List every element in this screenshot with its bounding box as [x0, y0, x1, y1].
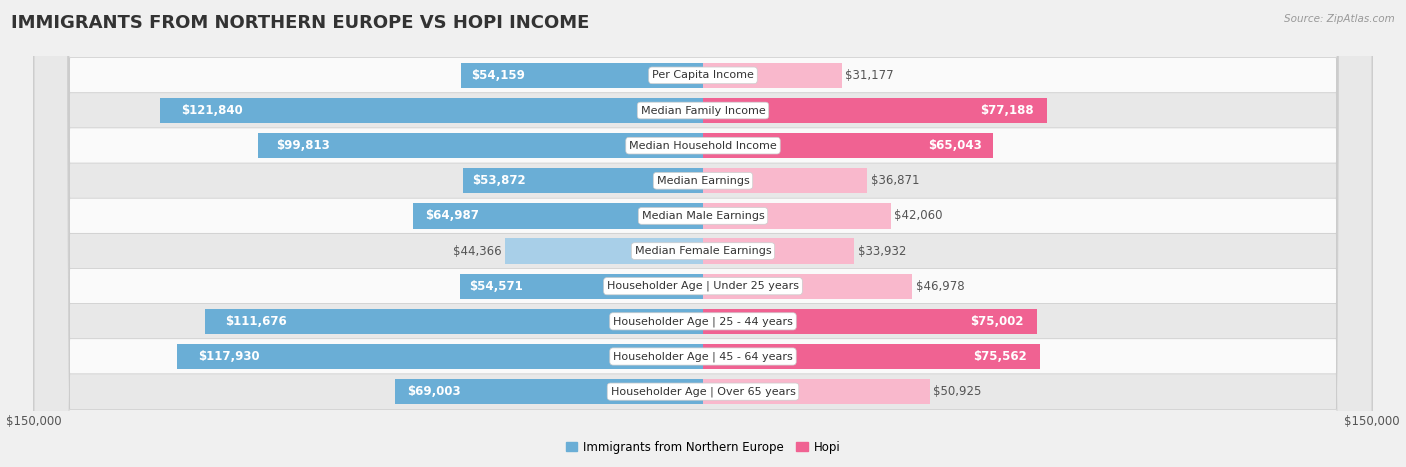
Bar	[703, 344, 1040, 369]
FancyBboxPatch shape	[34, 0, 1372, 467]
Bar	[703, 309, 1038, 334]
Text: Median Family Income: Median Family Income	[641, 106, 765, 115]
Legend: Immigrants from Northern Europe, Hopi: Immigrants from Northern Europe, Hopi	[561, 436, 845, 458]
Bar	[257, 133, 703, 158]
Text: Source: ZipAtlas.com: Source: ZipAtlas.com	[1284, 14, 1395, 24]
Text: $54,571: $54,571	[470, 280, 523, 293]
Text: Householder Age | Over 65 years: Householder Age | Over 65 years	[610, 386, 796, 397]
Bar	[160, 98, 703, 123]
Bar	[413, 203, 703, 228]
Text: $65,043: $65,043	[928, 139, 981, 152]
Bar	[703, 168, 868, 193]
FancyBboxPatch shape	[34, 0, 1372, 467]
Bar	[460, 274, 703, 299]
Bar	[703, 203, 890, 228]
Bar	[463, 168, 703, 193]
FancyBboxPatch shape	[34, 0, 1372, 467]
Text: $54,159: $54,159	[471, 69, 524, 82]
Bar	[461, 63, 703, 88]
Bar	[177, 344, 703, 369]
Text: $36,871: $36,871	[870, 174, 920, 187]
Text: $99,813: $99,813	[276, 139, 329, 152]
FancyBboxPatch shape	[34, 0, 1372, 467]
Text: $64,987: $64,987	[425, 209, 478, 222]
Bar	[703, 379, 931, 404]
Bar	[395, 379, 703, 404]
Text: $117,930: $117,930	[198, 350, 260, 363]
Bar	[703, 63, 842, 88]
Text: Median Earnings: Median Earnings	[657, 176, 749, 186]
Text: Householder Age | Under 25 years: Householder Age | Under 25 years	[607, 281, 799, 291]
Text: Per Capita Income: Per Capita Income	[652, 71, 754, 80]
Bar	[505, 239, 703, 264]
Text: Median Female Earnings: Median Female Earnings	[634, 246, 772, 256]
Text: $111,676: $111,676	[225, 315, 287, 328]
Text: $75,002: $75,002	[970, 315, 1024, 328]
FancyBboxPatch shape	[34, 0, 1372, 467]
Text: $50,925: $50,925	[934, 385, 981, 398]
Text: $69,003: $69,003	[408, 385, 461, 398]
FancyBboxPatch shape	[34, 0, 1372, 467]
Text: $53,872: $53,872	[472, 174, 526, 187]
FancyBboxPatch shape	[34, 0, 1372, 467]
FancyBboxPatch shape	[34, 0, 1372, 467]
Text: $33,932: $33,932	[858, 245, 905, 258]
Text: $121,840: $121,840	[181, 104, 243, 117]
Text: Householder Age | 45 - 64 years: Householder Age | 45 - 64 years	[613, 351, 793, 362]
Text: $42,060: $42,060	[894, 209, 942, 222]
Text: $46,978: $46,978	[915, 280, 965, 293]
Text: Median Male Earnings: Median Male Earnings	[641, 211, 765, 221]
Text: $77,188: $77,188	[980, 104, 1033, 117]
FancyBboxPatch shape	[34, 0, 1372, 467]
Text: Householder Age | 25 - 44 years: Householder Age | 25 - 44 years	[613, 316, 793, 326]
Text: IMMIGRANTS FROM NORTHERN EUROPE VS HOPI INCOME: IMMIGRANTS FROM NORTHERN EUROPE VS HOPI …	[11, 14, 589, 32]
Bar	[703, 133, 993, 158]
FancyBboxPatch shape	[34, 0, 1372, 467]
Text: $75,562: $75,562	[973, 350, 1026, 363]
Bar	[205, 309, 703, 334]
Bar	[703, 239, 855, 264]
Bar	[703, 98, 1047, 123]
Bar	[703, 274, 912, 299]
Text: Median Household Income: Median Household Income	[628, 141, 778, 151]
Text: $31,177: $31,177	[845, 69, 894, 82]
Text: $44,366: $44,366	[453, 245, 502, 258]
